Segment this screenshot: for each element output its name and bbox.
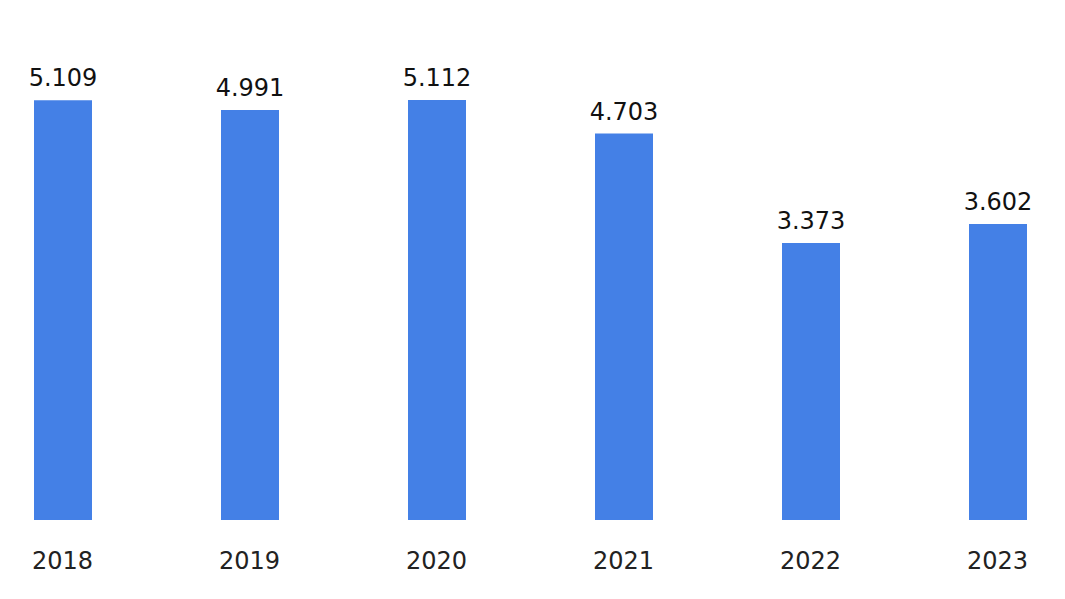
svg-text:2023: 2023 xyxy=(967,547,1028,575)
svg-text:4.703: 4.703 xyxy=(590,98,659,126)
svg-text:5.112: 5.112 xyxy=(403,64,472,92)
svg-text:2022: 2022 xyxy=(780,547,841,575)
svg-text:2021: 2021 xyxy=(593,547,654,575)
svg-text:2018: 2018 xyxy=(32,547,93,575)
svg-text:3.373: 3.373 xyxy=(777,207,846,235)
svg-text:4.991: 4.991 xyxy=(216,74,285,102)
svg-text:2019: 2019 xyxy=(219,547,280,575)
svg-text:3.602: 3.602 xyxy=(964,188,1033,216)
svg-text:2020: 2020 xyxy=(406,547,467,575)
svg-text:5.109: 5.109 xyxy=(29,64,98,92)
